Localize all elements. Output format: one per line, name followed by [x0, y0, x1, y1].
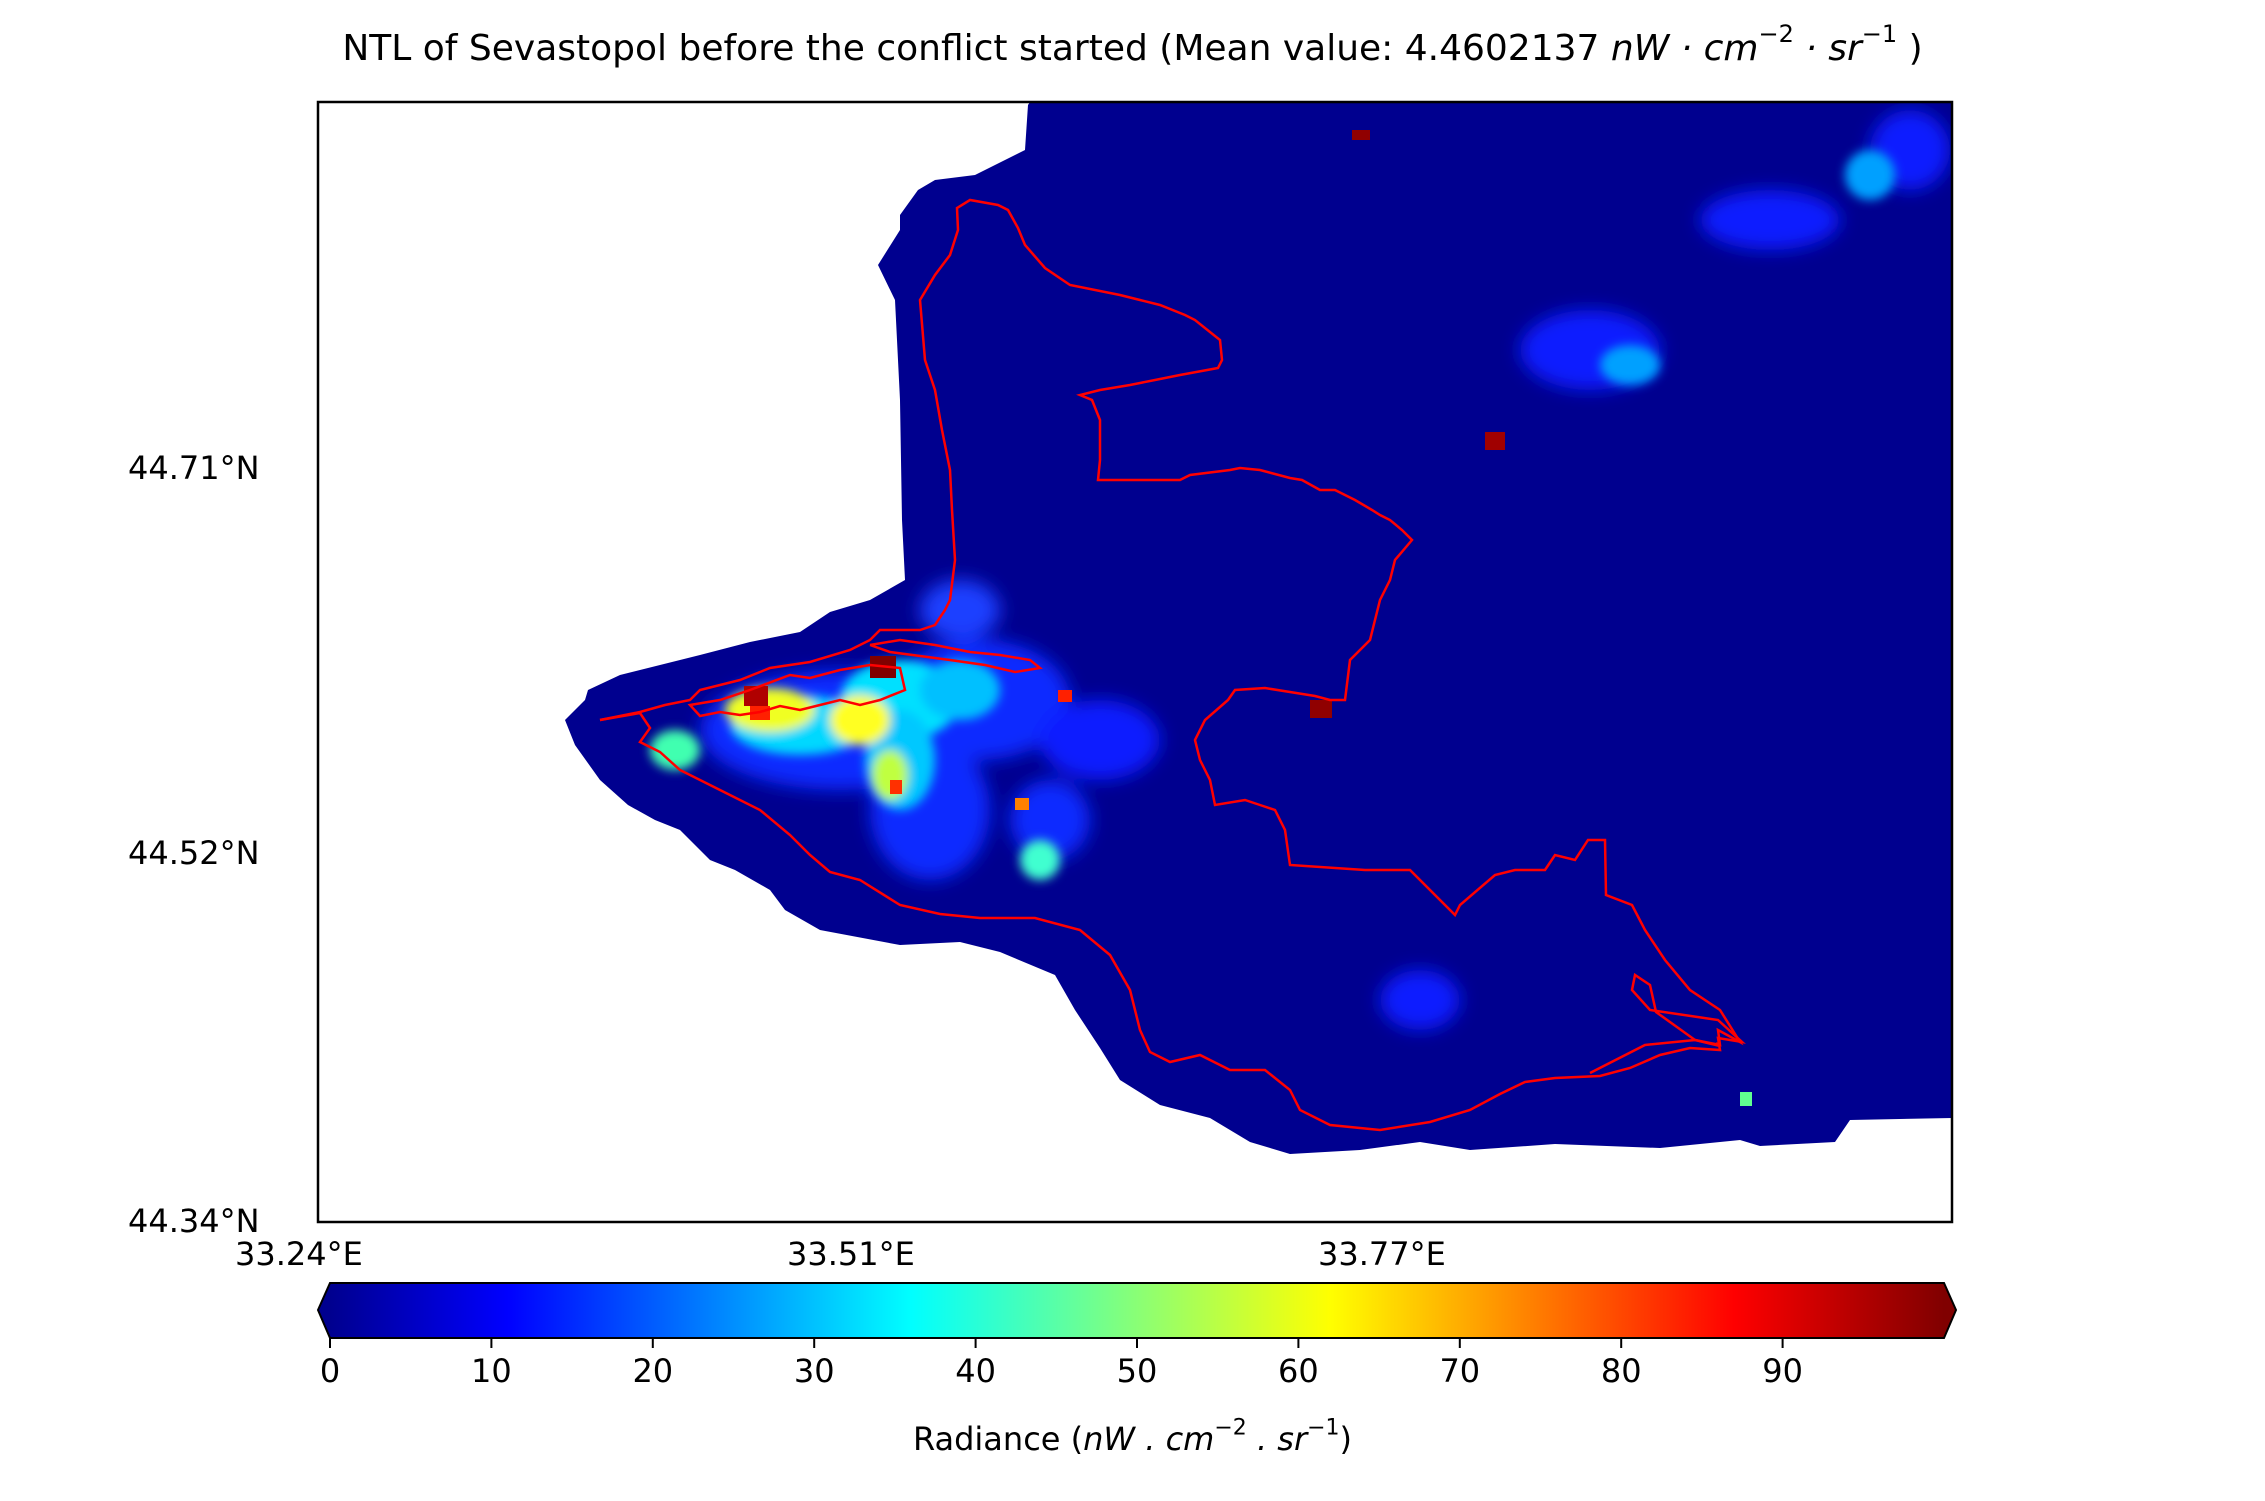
colorbar-label: Radiance (nW . cm−2 . sr−1) [912, 1415, 1353, 1458]
colorbar-tick-label: 50 [1117, 1352, 1158, 1390]
admin-boundaries [599, 198, 1746, 1132]
figure-title: NTL of Sevastopol before the conflict st… [0, 20, 2265, 69]
hotspot [1015, 798, 1029, 810]
colorbar-tick-label: 20 [632, 1352, 673, 1390]
title-suffix: ) [1897, 28, 1923, 69]
colorbar-ticks: 0 10 20 30 40 50 60 70 80 90 [320, 1338, 1803, 1390]
lat-tick-label-2: 44.52°N [128, 834, 260, 872]
hotspot [1740, 1092, 1752, 1106]
colorbar-tick-label: 10 [471, 1352, 512, 1390]
lat-tick-label-3: 44.34°N [128, 1202, 260, 1240]
colorbar-tick-label: 40 [955, 1352, 996, 1390]
lon-tick-label-1: 33.24°E [235, 1235, 363, 1273]
colorbar-tick-label: 60 [1278, 1352, 1319, 1390]
colorbar-tick-label: 70 [1439, 1352, 1480, 1390]
colorbar-outline [316, 1282, 1958, 1339]
lon-tick-label-2: 33.51°E [787, 1235, 915, 1273]
colorbar-tick-label: 80 [1601, 1352, 1642, 1390]
hotspot [1310, 700, 1332, 718]
boundary-north-shore [869, 638, 1043, 674]
hotspot [1352, 130, 1370, 140]
colorbar-tick-label: 30 [794, 1352, 835, 1390]
hotspot [1485, 432, 1505, 450]
lat-tick-label-1: 44.71°N [128, 449, 260, 487]
lon-tick-label-3: 33.77°E [1318, 1235, 1446, 1273]
boundary-east [599, 198, 1744, 1075]
hotspot [1058, 690, 1072, 702]
data-extent [565, 102, 1952, 1154]
map-frame [316, 100, 1954, 1224]
colorbar-tick-label: 90 [1762, 1352, 1803, 1390]
hotspot [890, 780, 902, 794]
colorbar-extend-low [318, 1283, 330, 1338]
colorbar-tick-label: 0 [320, 1352, 340, 1390]
raster-layer [565, 102, 1952, 1154]
title-unit: nW · cm−2 · sr−1 [1610, 20, 1898, 69]
colorbar-extend-high [1944, 1283, 1956, 1338]
boundary-main [599, 711, 1746, 1132]
colorbar: 0 10 20 30 40 50 60 70 80 90 [316, 1282, 1958, 1390]
colorbar-gradient [330, 1283, 1944, 1338]
title-prefix: NTL of Sevastopol before the conflict st… [342, 28, 1611, 69]
boundary-bay [687, 663, 907, 718]
